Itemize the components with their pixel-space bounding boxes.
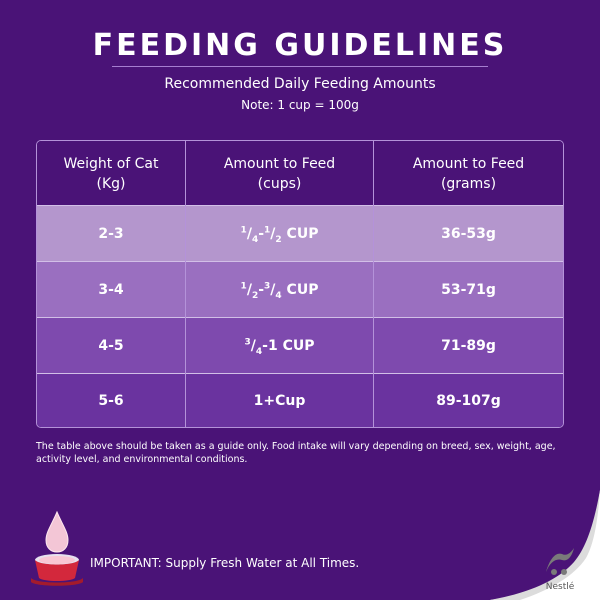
title-divider xyxy=(112,66,488,67)
header-weight: Weight of Cat (Kg) xyxy=(37,141,185,205)
cell-grams: 36-53g xyxy=(441,226,496,242)
cups-value: 1/4-1/2 CUP xyxy=(240,225,319,245)
disclaimer: The table above should be taken as a gui… xyxy=(36,441,556,465)
cups-value: 1+Cup xyxy=(253,393,306,409)
cell-weight: 2-3 xyxy=(98,226,124,242)
table-row: 2-3 1/4-1/2 CUP 36-53g xyxy=(37,205,563,262)
header-grams: Amount to Feed (grams) xyxy=(374,141,563,205)
column-divider xyxy=(185,141,186,427)
cell-cups: 1+Cup xyxy=(186,374,373,427)
important-label: IMPORTANT: xyxy=(90,556,162,570)
header-cups-line2: (cups) xyxy=(257,176,302,192)
nestle-logo-icon: Nestlé xyxy=(546,548,575,592)
table-row: 4-5 3/4-1 CUP 71-89g xyxy=(37,317,563,374)
cell-grams: 89-107g xyxy=(436,393,501,409)
important-text: Supply Fresh Water at All Times. xyxy=(161,556,360,570)
note: Note: 1 cup = 100g xyxy=(241,98,359,112)
water-bowl-icon xyxy=(31,510,83,586)
table-row: 3-4 1/2-3/4 CUP 53-71g xyxy=(37,261,563,318)
table-header: Weight of Cat (Kg) Amount to Feed (cups)… xyxy=(37,141,563,205)
feeding-table: Weight of Cat (Kg) Amount to Feed (cups)… xyxy=(36,140,564,428)
cell-cups: 1/4-1/2 CUP xyxy=(186,206,373,262)
page-title: FEEDING GUIDELINES xyxy=(92,28,508,63)
cups-value: 3/4-1 CUP xyxy=(244,337,315,357)
cell-cups: 1/2-3/4 CUP xyxy=(186,262,373,318)
cell-grams: 71-89g xyxy=(441,338,496,354)
brand-name: Nestlé xyxy=(546,581,575,592)
header-weight-line1: Weight of Cat xyxy=(63,156,159,172)
table-row: 5-6 1+Cup 89-107g xyxy=(37,373,563,427)
cups-value: 1/2-3/4 CUP xyxy=(240,281,319,301)
header-grams-line1: Amount to Feed xyxy=(412,156,525,172)
header-grams-line2: (grams) xyxy=(440,176,497,192)
column-divider xyxy=(373,141,374,427)
cell-weight: 5-6 xyxy=(98,393,124,409)
header-cups-line1: Amount to Feed xyxy=(223,156,336,172)
cell-grams: 53-71g xyxy=(441,282,496,298)
header-cups: Amount to Feed (cups) xyxy=(186,141,373,205)
important-note: IMPORTANT: Supply Fresh Water at All Tim… xyxy=(90,556,359,570)
cell-weight: 3-4 xyxy=(98,282,124,298)
cell-cups: 3/4-1 CUP xyxy=(186,318,373,374)
header-weight-line2: (Kg) xyxy=(96,176,126,192)
cell-weight: 4-5 xyxy=(98,338,124,354)
page-curl xyxy=(490,490,600,600)
subtitle: Recommended Daily Feeding Amounts xyxy=(164,76,436,92)
